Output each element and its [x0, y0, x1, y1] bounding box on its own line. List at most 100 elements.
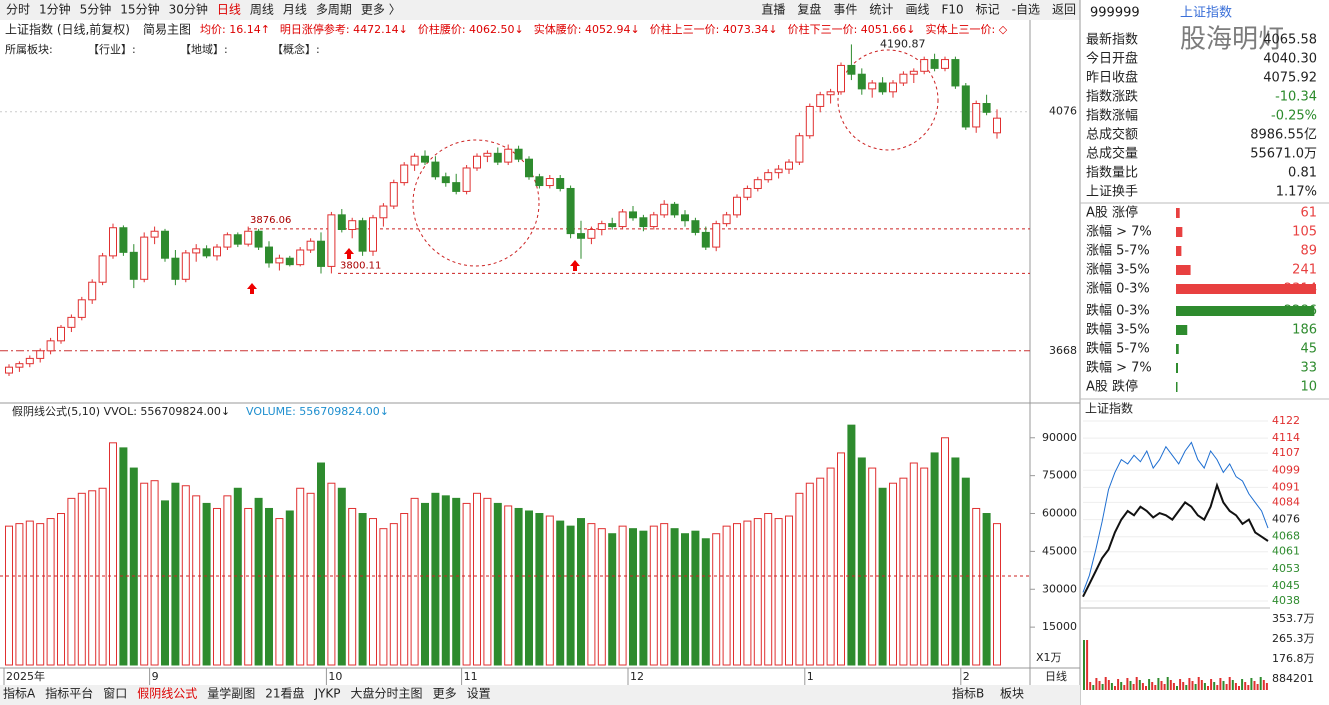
bottom-tab[interactable]: 大盘分时主图 — [351, 686, 423, 701]
bottom-tab[interactable]: 21看盘 — [265, 686, 304, 701]
toolbar-button[interactable]: 分时 — [6, 3, 30, 17]
vol-bar — [535, 513, 544, 666]
vol-bar — [629, 528, 637, 666]
vol-bar — [795, 492, 804, 666]
vol-bar — [681, 533, 689, 666]
toolbar-button[interactable]: 统计 — [869, 3, 893, 17]
toolbar-button[interactable]: -自选 — [1012, 3, 1040, 17]
candle-body — [306, 240, 315, 251]
bottom-tab[interactable]: 指标平台 — [45, 686, 93, 701]
toolbar-button[interactable]: 5分钟 — [80, 2, 112, 17]
toolbar-button[interactable]: 30分钟 — [169, 2, 208, 17]
info-item: 价柱上三一价: 4073.34↓ — [650, 22, 778, 36]
bottom-tab[interactable]: 板块 — [1000, 687, 1024, 701]
toolbar-button[interactable]: 1分钟 — [39, 2, 71, 17]
breadth-bar — [1176, 344, 1179, 354]
intraday-vol-deco — [1110, 683, 1113, 690]
bottom-tab[interactable]: 指标A — [3, 686, 36, 701]
intraday-vol-deco — [1089, 682, 1092, 690]
bottom-tab[interactable]: 设置 — [467, 687, 491, 701]
breadth-label: 跌幅 0-3% — [1086, 303, 1150, 319]
vol-bar — [608, 533, 617, 666]
toolbar-button[interactable]: 返回 — [1052, 3, 1076, 17]
candle-body — [431, 161, 440, 178]
intraday-vol-deco — [1213, 682, 1216, 690]
month-label: 2025年 — [6, 669, 45, 683]
toolbar-button[interactable]: 画线 — [905, 3, 929, 17]
arrow — [570, 260, 580, 271]
bottom-tab[interactable]: 窗口 — [103, 687, 127, 701]
bottom-tab[interactable]: JYKP — [314, 687, 341, 701]
intraday-vol-deco — [1163, 684, 1166, 690]
intraday-vol-deco — [1197, 677, 1200, 690]
vol-bar — [743, 520, 752, 666]
quote-label: 总成交量 — [1086, 146, 1138, 162]
intraday-vol-deco — [1132, 684, 1135, 690]
breadth-label: 涨幅 5-7% — [1086, 244, 1150, 259]
candle-body — [327, 214, 336, 267]
toolbar-button[interactable]: 标记 — [976, 3, 1000, 17]
bottom-tab[interactable]: 假阴线公式 — [137, 687, 197, 701]
vol-bar — [369, 518, 377, 666]
toolbar-button[interactable]: 复盘 — [797, 2, 821, 17]
bottom-tab[interactable]: 指标B — [952, 686, 984, 701]
breadth-value: 45 — [1300, 342, 1317, 357]
vol-bar — [161, 500, 169, 666]
vol-bar — [972, 507, 981, 666]
toolbar-button[interactable]: 月线 — [283, 3, 307, 17]
toolbar-button[interactable]: F10 — [941, 3, 963, 17]
circle — [412, 139, 540, 267]
breadth-bar — [1176, 363, 1178, 373]
candle-body — [556, 178, 565, 189]
toolbar-button[interactable]: 日线 — [217, 3, 241, 17]
toolbar-button[interactable]: 更多 〉 — [361, 3, 401, 17]
info-item: 实体上三一价: ◇ — [926, 22, 1008, 36]
intraday-vol-deco — [1259, 677, 1262, 690]
intraday-vol-deco — [1247, 685, 1250, 690]
breadth-value: 2314 — [1284, 282, 1317, 297]
intraday-vol-deco — [1086, 640, 1089, 690]
toolbar-button[interactable]: 15分钟 — [120, 2, 159, 17]
candle-body — [98, 255, 107, 283]
vol-bar — [670, 528, 679, 666]
intraday-vol-deco — [1265, 683, 1268, 690]
candle-body — [629, 211, 637, 219]
candle-body — [88, 281, 97, 301]
candle-body — [171, 257, 180, 280]
vol-bar — [514, 507, 523, 666]
quote-value: 4040.30 — [1263, 52, 1317, 67]
breadth-label: A股 跌停 — [1086, 379, 1138, 395]
vol-bar — [733, 523, 741, 666]
toolbar-button[interactable]: 直播 — [761, 3, 785, 17]
vol-bar — [213, 507, 221, 666]
breadth-label: 涨幅 0-3% — [1086, 282, 1150, 297]
intraday-vol-deco — [1191, 681, 1194, 690]
vol-bar — [857, 457, 866, 666]
candle-body — [577, 233, 585, 239]
vol-bar — [265, 507, 273, 666]
vol-header: 假阴线公式(5,10) VVOL: 556709824.00↓ — [12, 404, 230, 418]
toolbar-button[interactable]: 事件 — [833, 3, 857, 17]
vol-bar — [254, 497, 263, 666]
toolbar-button[interactable]: 周线 — [250, 3, 274, 17]
intraday-vol-deco — [1194, 684, 1197, 690]
bottom-tab[interactable]: 更多 — [433, 687, 457, 701]
vol-bar — [577, 518, 585, 666]
candle-body — [878, 82, 887, 93]
vol-bar — [379, 528, 388, 666]
breadth-label: 跌幅 3-5% — [1086, 322, 1150, 338]
candle-body — [681, 214, 689, 222]
candle-body — [670, 203, 679, 216]
breadth-bar — [1176, 325, 1188, 335]
info-item: 实体腰价: 4052.94↓ — [534, 22, 640, 36]
bottom-tab[interactable]: 量学副图 — [207, 686, 255, 701]
candle-body — [826, 91, 835, 96]
intraday-vol-deco — [1107, 680, 1110, 690]
toolbar-button[interactable]: 多周期 — [316, 3, 352, 17]
vol-bar — [545, 515, 554, 666]
month-label: 12 — [630, 670, 644, 683]
intraday-vol-deco — [1145, 686, 1147, 690]
intraday-line — [1082, 441, 1269, 593]
bottom-bar — [0, 685, 1080, 705]
